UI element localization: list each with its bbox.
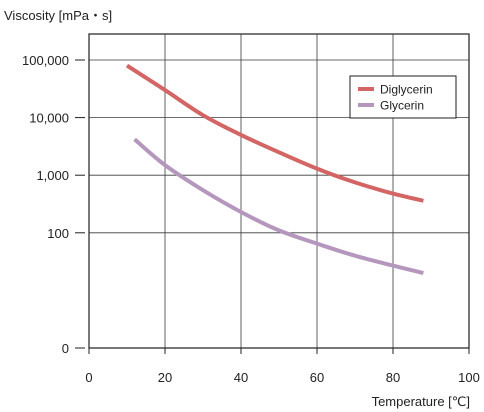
series-line-glycerin [133,137,424,276]
x-axis: 0 20 40 60 80 100 [85,348,480,385]
x-tick-label: 20 [158,370,172,385]
plot-frame [88,33,470,349]
legend-label: Glycerin [380,99,424,113]
y-tick-label: 100 [47,226,69,241]
x-tick-label: 80 [386,370,400,385]
y-tick-label: 100,000 [22,53,69,68]
y-axis: 0 100 1,000 10,000 100,000 [22,53,85,356]
x-tick-label: 100 [458,370,480,385]
y-tick-label: 1,000 [36,168,69,183]
legend-box [349,75,457,119]
x-axis-label: Temperature [℃] [372,394,470,409]
series-layer [125,63,424,276]
x-tick-label: 40 [234,370,248,385]
series-line-diglycerin [125,63,424,203]
x-tick-label: 60 [310,370,324,385]
legend: Diglycerin Glycerin [349,75,457,119]
x-tick-label: 0 [85,370,92,385]
legend-label: Diglycerin [380,83,433,97]
y-tick-label: 0 [62,341,69,356]
y-tick-label: 10,000 [29,111,69,126]
y-axis-label: Viscosity [mPa・s] [4,8,112,23]
